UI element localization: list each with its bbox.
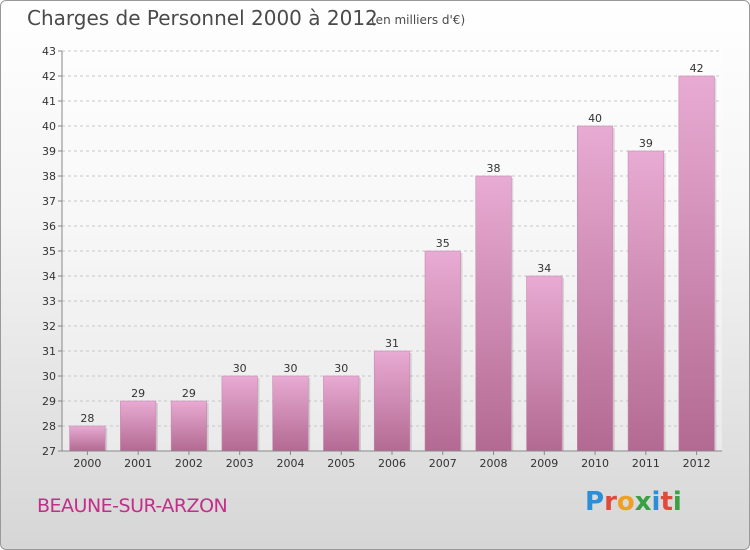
- bar-value-label: 40: [588, 112, 602, 125]
- x-tick-label: 2006: [378, 457, 406, 470]
- y-tick-label: 39: [42, 145, 56, 158]
- x-axis: 2000 2001 2002 2003 2004 2005 2006 2007 2008 2009…: [62, 450, 722, 470]
- bar-value-label: 39: [639, 137, 653, 150]
- bar-2004: [272, 375, 309, 452]
- brand-letter: P: [585, 487, 605, 517]
- y-tick-label: 28: [42, 420, 56, 433]
- y-tick-label: 29: [42, 395, 56, 408]
- bar-value-label: 34: [537, 262, 551, 275]
- x-tick-label: 2011: [632, 457, 660, 470]
- y-tick-label: 41: [42, 95, 56, 108]
- bar-value-label: 35: [436, 237, 450, 250]
- y-tick-label: 33: [42, 295, 56, 308]
- x-tick-label: 2008: [480, 457, 508, 470]
- bar-2011: [627, 150, 664, 452]
- chart-subtitle: (en milliers d'€): [371, 13, 466, 27]
- bar-2001: [120, 400, 157, 452]
- brand-letter: r: [604, 487, 617, 517]
- x-tick-label: 2005: [327, 457, 355, 470]
- brand-logo: Proxiti: [585, 487, 682, 517]
- city-name: BEAUNE-SUR-ARZON: [37, 495, 228, 517]
- bar-value-label: 29: [182, 387, 196, 400]
- bar-2000: [69, 425, 106, 452]
- bar-2007: [424, 250, 461, 452]
- x-tick-label: 2000: [73, 457, 101, 470]
- bar-2003: [221, 375, 258, 452]
- y-tick-label: 36: [42, 220, 56, 233]
- bar-2002: [170, 400, 207, 452]
- y-tick-label: 42: [42, 70, 56, 83]
- bar-value-label: 30: [334, 362, 348, 375]
- y-tick-label: 43: [42, 45, 56, 58]
- bar-value-label: 30: [233, 362, 247, 375]
- bar-2008: [475, 175, 512, 452]
- bar-value-label: 31: [385, 337, 399, 350]
- bars: 28 29 29 30 30 30 31 35 38 34 40 39 42: [69, 62, 717, 452]
- brand-letter: x: [634, 487, 652, 517]
- brand-letter: t: [660, 487, 673, 517]
- bar-2012: [678, 75, 715, 452]
- x-tick-label: 2009: [530, 457, 558, 470]
- y-tick-label: 31: [42, 345, 56, 358]
- bar-value-label: 30: [283, 362, 297, 375]
- chart-title: Charges de Personnel 2000 à 2012: [27, 6, 378, 30]
- x-tick-label: 2010: [581, 457, 609, 470]
- bar-value-label: 42: [690, 62, 704, 75]
- bar-2010: [577, 125, 614, 452]
- bar-value-label: 28: [80, 412, 94, 425]
- x-tick-label: 2012: [683, 457, 711, 470]
- bar-2009: [526, 275, 563, 452]
- y-tick-label: 37: [42, 195, 56, 208]
- x-tick-label: 2002: [175, 457, 203, 470]
- x-tick-label: 2003: [226, 457, 254, 470]
- y-tick-label: 38: [42, 170, 56, 183]
- bar-value-label: 29: [131, 387, 145, 400]
- brand-letter: i: [672, 487, 682, 517]
- x-tick-label: 2001: [124, 457, 152, 470]
- brand-letter: o: [616, 487, 635, 517]
- x-tick-label: 2007: [429, 457, 457, 470]
- bar-2006: [373, 350, 411, 452]
- y-tick-label: 32: [42, 320, 56, 333]
- bar-value-label: 38: [487, 162, 501, 175]
- y-tick-label: 27: [42, 445, 56, 458]
- y-tick-label: 30: [42, 370, 56, 383]
- y-tick-label: 34: [42, 270, 56, 283]
- y-tick-label: 35: [42, 245, 56, 258]
- x-tick-label: 2004: [276, 457, 304, 470]
- y-tick-label: 40: [42, 120, 56, 133]
- bar-2005: [323, 375, 360, 452]
- brand-letter: i: [651, 487, 661, 517]
- y-axis: 27 28 29 30 31 32 33 34 35 36 37 38 39 40 41 42 43: [42, 45, 63, 458]
